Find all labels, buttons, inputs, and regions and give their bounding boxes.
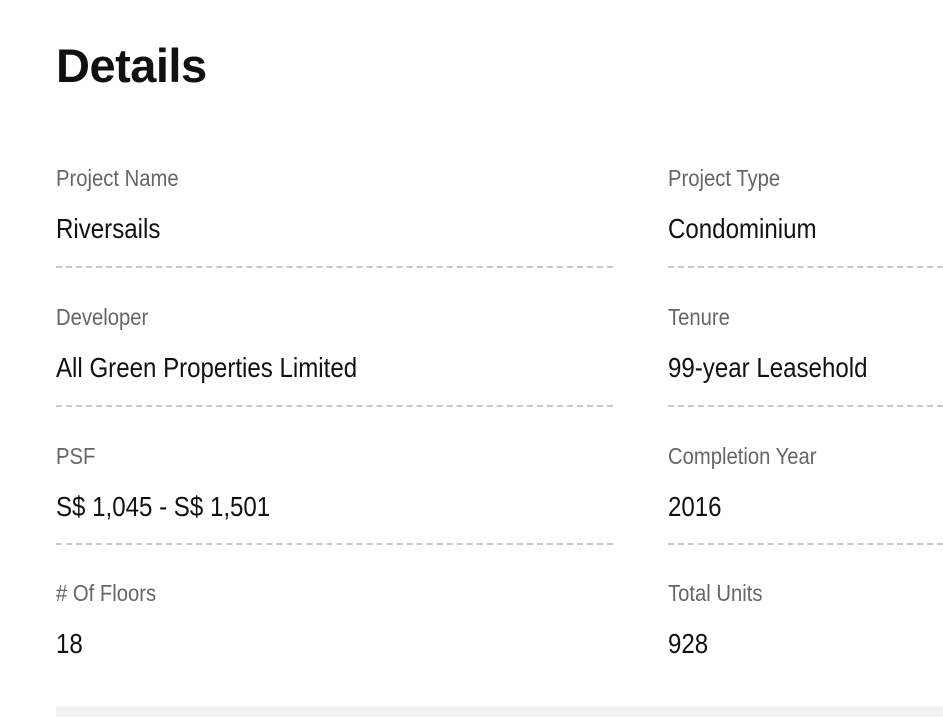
field-label: PSF: [56, 443, 96, 469]
field-label: # Of Floors: [56, 580, 157, 606]
field-value: 99-year Leasehold: [668, 352, 868, 383]
field-label: Completion Year: [668, 443, 817, 469]
field-project-name: Project Name Riversails: [56, 165, 613, 304]
field-label: Total Units: [668, 580, 763, 606]
field-value: S$ 1,045 - S$ 1,501: [56, 491, 271, 522]
field-label: Project Name: [56, 165, 179, 191]
field-tenure: Tenure 99-year Leasehold: [668, 304, 943, 443]
field-value: Condominium: [668, 213, 817, 244]
section-title: Details: [56, 39, 207, 92]
field-value: 2016: [668, 491, 722, 522]
field-project-type: Project Type Condominium: [668, 165, 943, 304]
dashed-divider: [668, 405, 943, 407]
field-value: Riversails: [56, 213, 161, 244]
dashed-divider: [668, 543, 943, 545]
field-value: 18: [56, 628, 83, 659]
field-completion-year: Completion Year 2016: [668, 443, 943, 582]
section-footer-bar: [56, 706, 943, 717]
field-total-units: Total Units 928: [668, 580, 943, 719]
dashed-divider: [56, 266, 613, 268]
field-psf: PSF S$ 1,045 - S$ 1,501: [56, 443, 613, 582]
dashed-divider: [56, 543, 613, 545]
field-label: Tenure: [668, 304, 730, 330]
field-value: 928: [668, 628, 709, 659]
field-floors: # Of Floors 18: [56, 580, 613, 719]
field-developer: Developer All Green Properties Limited: [56, 304, 613, 443]
dashed-divider: [668, 266, 943, 268]
field-label: Project Type: [668, 165, 781, 191]
dashed-divider: [56, 405, 613, 407]
field-value: All Green Properties Limited: [56, 352, 358, 383]
field-label: Developer: [56, 304, 149, 330]
